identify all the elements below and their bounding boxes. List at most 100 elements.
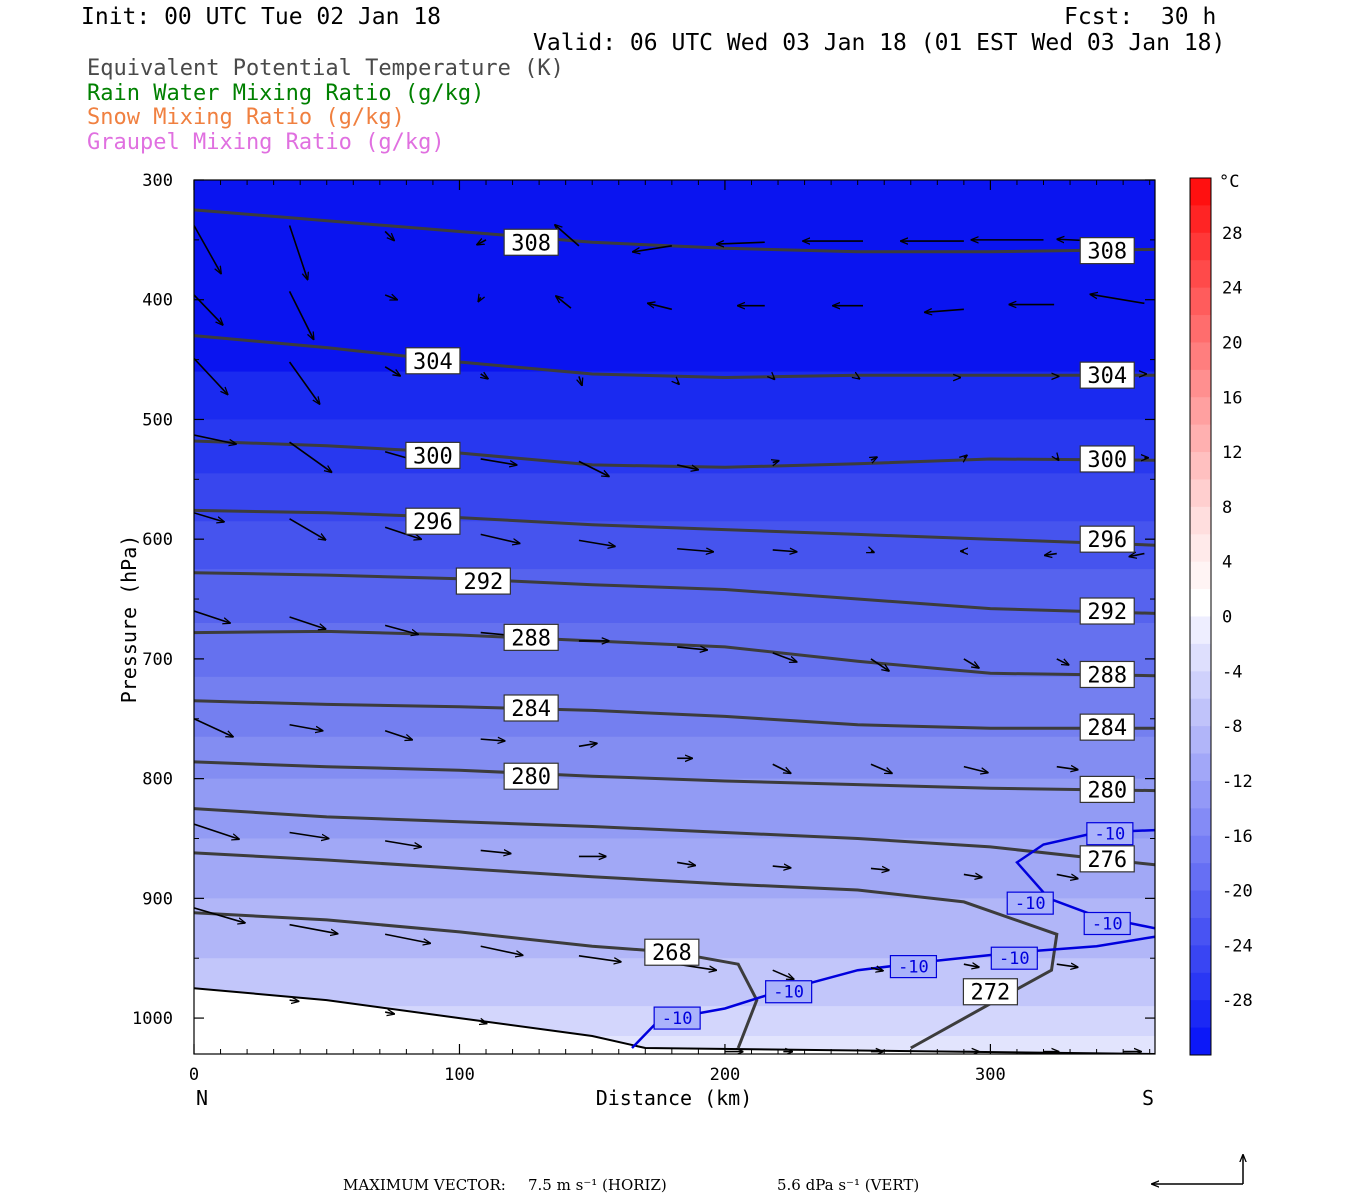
theta-e-contour xyxy=(194,629,1155,678)
wind-vector xyxy=(677,647,707,650)
colorbar-swatch xyxy=(1190,1000,1211,1029)
wind-vector xyxy=(963,964,979,967)
colorbar-swatch xyxy=(1190,945,1211,974)
wind-vector xyxy=(289,1000,299,1001)
wind-vector xyxy=(773,378,775,380)
wind-vector xyxy=(1056,767,1078,770)
wind-vector xyxy=(579,376,582,385)
wind-vector xyxy=(963,658,979,668)
wind-vector xyxy=(963,765,988,773)
theta-e-label: 308 xyxy=(503,228,559,256)
wind-vector xyxy=(772,969,794,979)
wind-vector xyxy=(288,290,314,339)
wind-vector xyxy=(289,723,323,731)
colorbar-tick-label: -24 xyxy=(1222,936,1253,956)
colorbar-tick-label: -12 xyxy=(1222,772,1253,792)
theta-e-label: 296 xyxy=(1079,525,1135,553)
theta-e-label: 280 xyxy=(1079,775,1135,803)
colorbar-swatch xyxy=(1190,232,1211,261)
y-tick-label: 300 xyxy=(142,171,173,191)
x-tick-label: 200 xyxy=(710,1065,741,1085)
isotherm-label: -10 xyxy=(1086,822,1134,846)
wind-vector xyxy=(480,458,517,465)
wind-vector xyxy=(194,357,228,394)
isotherm-label: -10 xyxy=(889,954,938,979)
theta-e-contour xyxy=(194,334,1155,380)
colorbar-tick-label: 4 xyxy=(1222,553,1232,573)
wind-vector xyxy=(480,945,523,955)
wind-vector xyxy=(578,539,615,546)
colorbar-swatch xyxy=(1190,726,1211,755)
theta-e-label: 268 xyxy=(644,938,700,966)
svg-text:308: 308 xyxy=(511,231,551,256)
y-tick-label: 1000 xyxy=(132,1009,173,1029)
terrain-fill xyxy=(194,988,1155,1054)
svg-text:308: 308 xyxy=(1087,240,1127,265)
svg-text:288: 288 xyxy=(511,626,551,651)
wind-vector xyxy=(925,309,964,312)
colorbar-tick-label: 8 xyxy=(1222,498,1232,518)
wind-vector xyxy=(1056,658,1069,665)
theta-e-contour xyxy=(194,851,1059,1050)
colorbar-swatch xyxy=(1190,835,1211,864)
colorbar-swatch xyxy=(1190,506,1211,535)
wind-vector xyxy=(963,874,982,877)
wind-vector xyxy=(1090,294,1145,305)
wind-vector xyxy=(288,361,320,404)
isotherm-label: -10 xyxy=(990,946,1038,970)
wind-vector xyxy=(384,295,397,300)
wind-vector xyxy=(578,460,609,476)
svg-text:280: 280 xyxy=(1087,778,1127,803)
colorbar-tick-label: 0 xyxy=(1222,608,1232,628)
colorbar-swatch xyxy=(1190,643,1211,672)
colorbar-tick-label: 16 xyxy=(1222,388,1242,408)
colorbar-tick-label: 20 xyxy=(1222,333,1242,353)
wind-vector xyxy=(871,551,874,552)
wind-vector xyxy=(480,739,505,741)
y-tick-label: 500 xyxy=(142,410,173,430)
colorbar-swatch xyxy=(1190,972,1211,1001)
init-time: Init: 00 UTC Tue 02 Jan 18 xyxy=(81,4,442,30)
wind-vector xyxy=(194,907,245,923)
wind-vector xyxy=(289,831,329,839)
wind-vector xyxy=(676,464,698,470)
colorbar-swatch xyxy=(1190,287,1211,316)
x-tick-label: 0 xyxy=(189,1065,199,1085)
wind-vector xyxy=(289,616,326,629)
colorbar-tick-label: -4 xyxy=(1222,662,1242,682)
colorbar-swatch xyxy=(1190,616,1211,645)
theta-e-label: 288 xyxy=(503,623,559,651)
temperature-band xyxy=(194,180,1155,373)
svg-text:292: 292 xyxy=(463,570,503,595)
theta-e-label: 300 xyxy=(1079,445,1135,473)
wind-vector xyxy=(384,366,400,376)
theta-e-label: 280 xyxy=(503,762,559,790)
colorbar-swatch xyxy=(1190,589,1211,617)
colorbar-swatch xyxy=(1190,205,1211,234)
wind-vector xyxy=(870,868,889,870)
theta-e-label: 292 xyxy=(455,567,511,595)
reference-vector xyxy=(1152,1155,1243,1184)
wind-vector xyxy=(384,624,418,634)
wind-vector xyxy=(481,1022,487,1024)
legend-graupel: Graupel Mixing Ratio (g/kg) xyxy=(87,130,445,155)
wind-vector xyxy=(289,441,332,472)
wind-vector xyxy=(677,382,679,384)
colorbar-swatch xyxy=(1190,260,1211,289)
svg-text:280: 280 xyxy=(511,765,551,790)
isotherm-label: -10 xyxy=(653,1006,701,1030)
wind-vector xyxy=(555,225,580,247)
colorbar-swatch xyxy=(1190,863,1211,892)
wind-vectors xyxy=(194,225,1148,1052)
wind-vector xyxy=(384,1012,394,1014)
svg-text:-10: -10 xyxy=(773,983,804,1003)
colorbar-tick-label: 28 xyxy=(1222,224,1242,244)
svg-text:276: 276 xyxy=(1087,848,1127,873)
legend-theta-e: Equivalent Potential Temperature (K) xyxy=(87,56,564,81)
svg-text:284: 284 xyxy=(511,697,551,722)
svg-text:-10: -10 xyxy=(1095,825,1126,845)
svg-text:296: 296 xyxy=(413,510,453,535)
theta-e-label: 284 xyxy=(503,694,559,722)
max-vector-label: MAXIMUM VECTOR: xyxy=(343,1176,506,1194)
